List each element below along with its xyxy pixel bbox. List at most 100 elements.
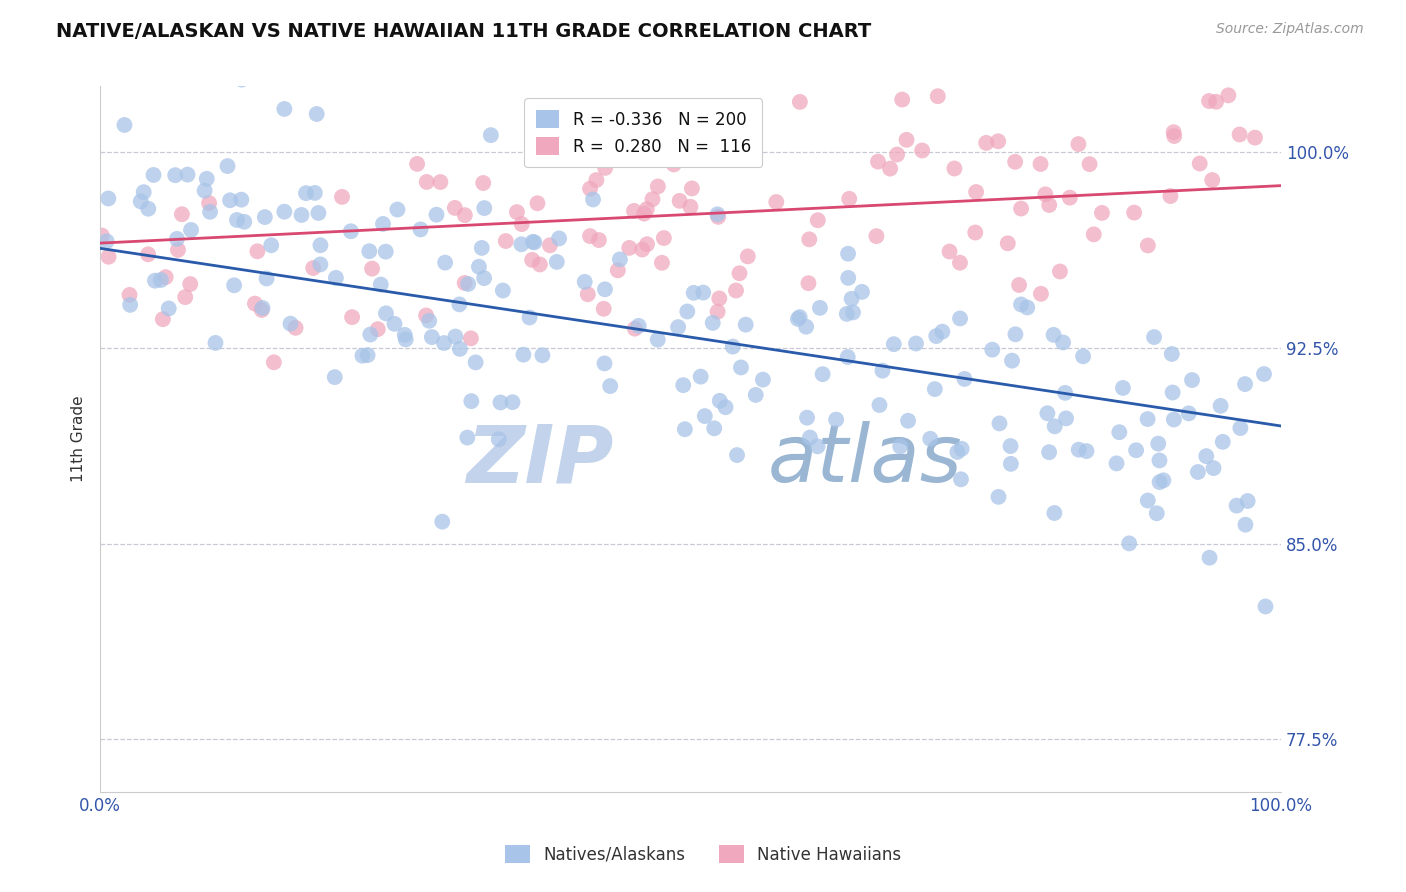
Point [1143, 330, 1166, 344]
Point [118, 288, 141, 302]
Point [1253, 367, 1275, 381]
Point [936, 69, 959, 83]
Point [1177, 406, 1199, 420]
Point [370, 277, 392, 292]
Point [1181, 373, 1204, 387]
Point [1188, 156, 1211, 170]
Point [574, 275, 596, 289]
Point [1033, 187, 1056, 202]
Point [1049, 264, 1071, 278]
Point [987, 134, 1010, 148]
Point [619, 241, 641, 255]
Point [179, 277, 201, 291]
Point [204, 335, 226, 350]
Point [599, 379, 621, 393]
Point [167, 243, 190, 257]
Point [284, 320, 307, 334]
Point [176, 168, 198, 182]
Point [579, 229, 602, 244]
Point [468, 260, 491, 274]
Point [965, 185, 987, 199]
Point [309, 238, 332, 252]
Point [432, 515, 454, 529]
Point [682, 285, 704, 300]
Point [949, 311, 972, 326]
Point [260, 238, 283, 252]
Point [136, 247, 159, 261]
Point [949, 472, 972, 486]
Point [1067, 137, 1090, 152]
Point [1198, 94, 1220, 108]
Point [492, 284, 515, 298]
Point [752, 373, 775, 387]
Point [519, 310, 541, 325]
Text: atlas: atlas [768, 421, 962, 500]
Point [290, 208, 312, 222]
Point [1160, 347, 1182, 361]
Point [953, 372, 976, 386]
Point [174, 290, 197, 304]
Point [927, 89, 949, 103]
Point [981, 343, 1004, 357]
Point [243, 296, 266, 310]
Point [1078, 157, 1101, 171]
Point [1000, 457, 1022, 471]
Point [924, 382, 946, 396]
Point [837, 271, 859, 285]
Point [523, 235, 546, 250]
Point [1136, 493, 1159, 508]
Point [835, 307, 858, 321]
Point [796, 410, 818, 425]
Point [703, 421, 725, 435]
Point [627, 318, 650, 333]
Point [1010, 202, 1032, 216]
Point [789, 310, 811, 324]
Point [1054, 411, 1077, 425]
Point [1004, 327, 1026, 342]
Point [1146, 506, 1168, 520]
Point [1125, 443, 1147, 458]
Point [889, 439, 911, 453]
Point [136, 202, 159, 216]
Point [529, 257, 551, 271]
Text: NATIVE/ALASKAN VS NATIVE HAWAIIAN 11TH GRADE CORRELATION CHART: NATIVE/ALASKAN VS NATIVE HAWAIIAN 11TH G… [56, 22, 872, 41]
Point [464, 355, 486, 369]
Point [1218, 88, 1240, 103]
Point [302, 260, 325, 275]
Point [1229, 421, 1251, 435]
Point [593, 356, 616, 370]
Point [1067, 442, 1090, 457]
Point [1201, 173, 1223, 187]
Point [280, 317, 302, 331]
Point [356, 348, 378, 362]
Point [1136, 238, 1159, 252]
Point [1083, 227, 1105, 242]
Point [387, 202, 409, 217]
Point [471, 241, 494, 255]
Point [166, 232, 188, 246]
Point [965, 226, 987, 240]
Point [510, 237, 533, 252]
Point [180, 223, 202, 237]
Point [647, 179, 669, 194]
Point [672, 378, 695, 392]
Point [449, 297, 471, 311]
Point [340, 310, 363, 325]
Point [454, 276, 477, 290]
Point [177, 47, 200, 62]
Point [636, 237, 658, 252]
Point [309, 257, 332, 271]
Point [706, 304, 728, 318]
Point [987, 490, 1010, 504]
Point [786, 312, 808, 326]
Point [623, 203, 645, 218]
Point [714, 400, 737, 414]
Point [709, 393, 731, 408]
Point [526, 196, 548, 211]
Point [734, 318, 756, 332]
Point [636, 202, 658, 216]
Point [1234, 377, 1257, 392]
Point [1236, 494, 1258, 508]
Point [1234, 517, 1257, 532]
Point [1152, 473, 1174, 487]
